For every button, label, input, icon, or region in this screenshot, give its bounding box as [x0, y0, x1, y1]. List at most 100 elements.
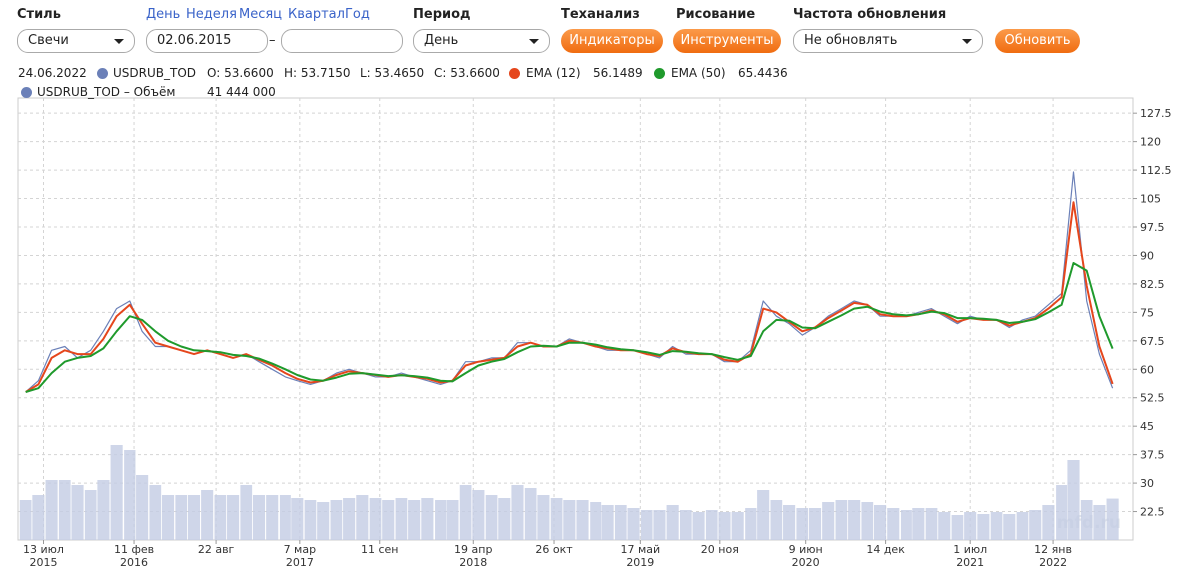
- x-tick-label: 7 мар: [284, 543, 317, 556]
- plot-area: [17, 97, 1134, 541]
- volume-bar: [563, 500, 576, 540]
- period-link[interactable]: Квартал: [288, 7, 345, 22]
- volume-bar: [58, 480, 71, 540]
- volume-bar: [382, 500, 395, 540]
- volume-bar: [1067, 460, 1080, 540]
- x-tick-label: 26 окт: [535, 543, 573, 556]
- date-to[interactable]: [281, 29, 403, 53]
- y-tick-label: 45: [1140, 420, 1154, 433]
- period-link[interactable]: День: [146, 7, 181, 22]
- volume-bar: [317, 502, 330, 540]
- x-tick-year: 2016: [120, 556, 148, 569]
- y-tick-label: 97.5: [1140, 221, 1165, 234]
- volume-bar: [912, 508, 925, 540]
- volume-bar: [731, 512, 744, 540]
- draw-label: Рисование: [676, 7, 756, 22]
- volume-bar: [175, 495, 188, 540]
- volume-bar: [614, 505, 627, 540]
- arrow: [529, 39, 539, 44]
- date-from[interactable]: 02.06.2015: [146, 29, 268, 53]
- x-tick-year: 2018: [459, 556, 487, 569]
- volume-bar: [291, 498, 304, 540]
- volume-bar: [964, 512, 977, 540]
- volume-bar: [925, 508, 938, 540]
- x-tick-label: 20 ноя: [701, 543, 739, 556]
- style-select[interactable]: Свечи: [17, 29, 135, 53]
- volume-bar: [861, 502, 874, 540]
- volume-bar: [511, 485, 524, 540]
- period-label: Период: [413, 7, 471, 22]
- volume-bar: [19, 500, 32, 540]
- volume-bar: [110, 445, 123, 540]
- x-tick-label: 11 сен: [361, 543, 399, 556]
- volume-bar: [524, 488, 537, 540]
- volume-bar: [550, 498, 563, 540]
- info-ohlc: H: 53.7150: [284, 66, 351, 80]
- refresh-button[interactable]: Обновить: [995, 29, 1080, 53]
- volume-bar: [757, 490, 770, 540]
- volume-bar: [951, 515, 964, 540]
- period-link[interactable]: Год: [345, 7, 370, 22]
- volume-bar: [835, 500, 848, 540]
- volume-bar: [201, 490, 214, 540]
- volume-bar: [227, 495, 240, 540]
- volume-bar: [421, 498, 434, 540]
- volume-bar: [590, 502, 602, 540]
- x-tick-year: 2017: [286, 556, 314, 569]
- volume-bar: [252, 495, 266, 540]
- legend-dot: [654, 68, 665, 79]
- y-tick-label: 22.5: [1140, 506, 1165, 519]
- period-link[interactable]: Неделя: [186, 7, 237, 22]
- x-tick-year: 2021: [956, 556, 984, 569]
- y-tick-label: 52.5: [1140, 392, 1165, 405]
- volume-bar: [537, 495, 550, 540]
- volume-bar: [938, 512, 951, 540]
- volume-bar: [395, 498, 408, 540]
- x-tick-label: 9 июн: [789, 543, 823, 556]
- volume-bar: [45, 480, 58, 540]
- volume-bar: [1003, 514, 1016, 540]
- volume-bar: [627, 508, 640, 540]
- y-tick-label: 60: [1140, 363, 1154, 376]
- volume-bar: [887, 508, 900, 540]
- volume-bar: [343, 498, 356, 540]
- indicators-button[interactable]: Индикаторы: [561, 29, 663, 53]
- volume-bar: [977, 514, 990, 540]
- x-tick-label: 22 авг: [198, 543, 235, 556]
- volume-bar: [498, 498, 511, 540]
- tools-button[interactable]: Инструменты: [673, 29, 781, 53]
- volume-bar: [472, 490, 485, 540]
- volume-bar: [459, 485, 472, 540]
- period-select[interactable]: День: [413, 29, 550, 53]
- volume-bar: [356, 495, 369, 540]
- refresh-select[interactable]: Не обновлять: [793, 29, 983, 53]
- x-tick-label: 19 апр: [454, 543, 492, 556]
- x-tick-label: 11 фев: [114, 543, 154, 556]
- volume-bar: [214, 495, 227, 540]
- legend-name: EMA (50): [671, 66, 726, 80]
- volume-bar: [601, 505, 614, 540]
- volume-bar: [666, 505, 679, 540]
- y-tick-label: 112.5: [1140, 164, 1172, 177]
- volume-bar: [692, 512, 705, 540]
- arrow: [962, 39, 972, 44]
- style-value: Свечи: [28, 33, 69, 48]
- legend-name: EMA (12): [526, 66, 581, 80]
- y-tick-label: 37.5: [1140, 449, 1165, 462]
- info-ohlc: C: 53.6600: [434, 66, 500, 80]
- legend-dot: [97, 68, 108, 79]
- info-ohlc: L: 53.4650: [360, 66, 425, 80]
- volume-bar: [161, 495, 175, 540]
- volume-bar: [304, 500, 317, 540]
- y-tick-label: 90: [1140, 249, 1154, 262]
- volume-bar: [653, 510, 666, 540]
- volume-bar: [1029, 510, 1042, 540]
- volume-bar: [745, 508, 757, 540]
- period-value: День: [424, 33, 459, 48]
- y-tick-label: 105: [1140, 193, 1161, 206]
- volume-bar: [770, 500, 783, 540]
- period-link[interactable]: Месяц: [239, 7, 283, 22]
- info-value: 56.1489: [593, 66, 643, 80]
- volume-bar: [240, 485, 253, 540]
